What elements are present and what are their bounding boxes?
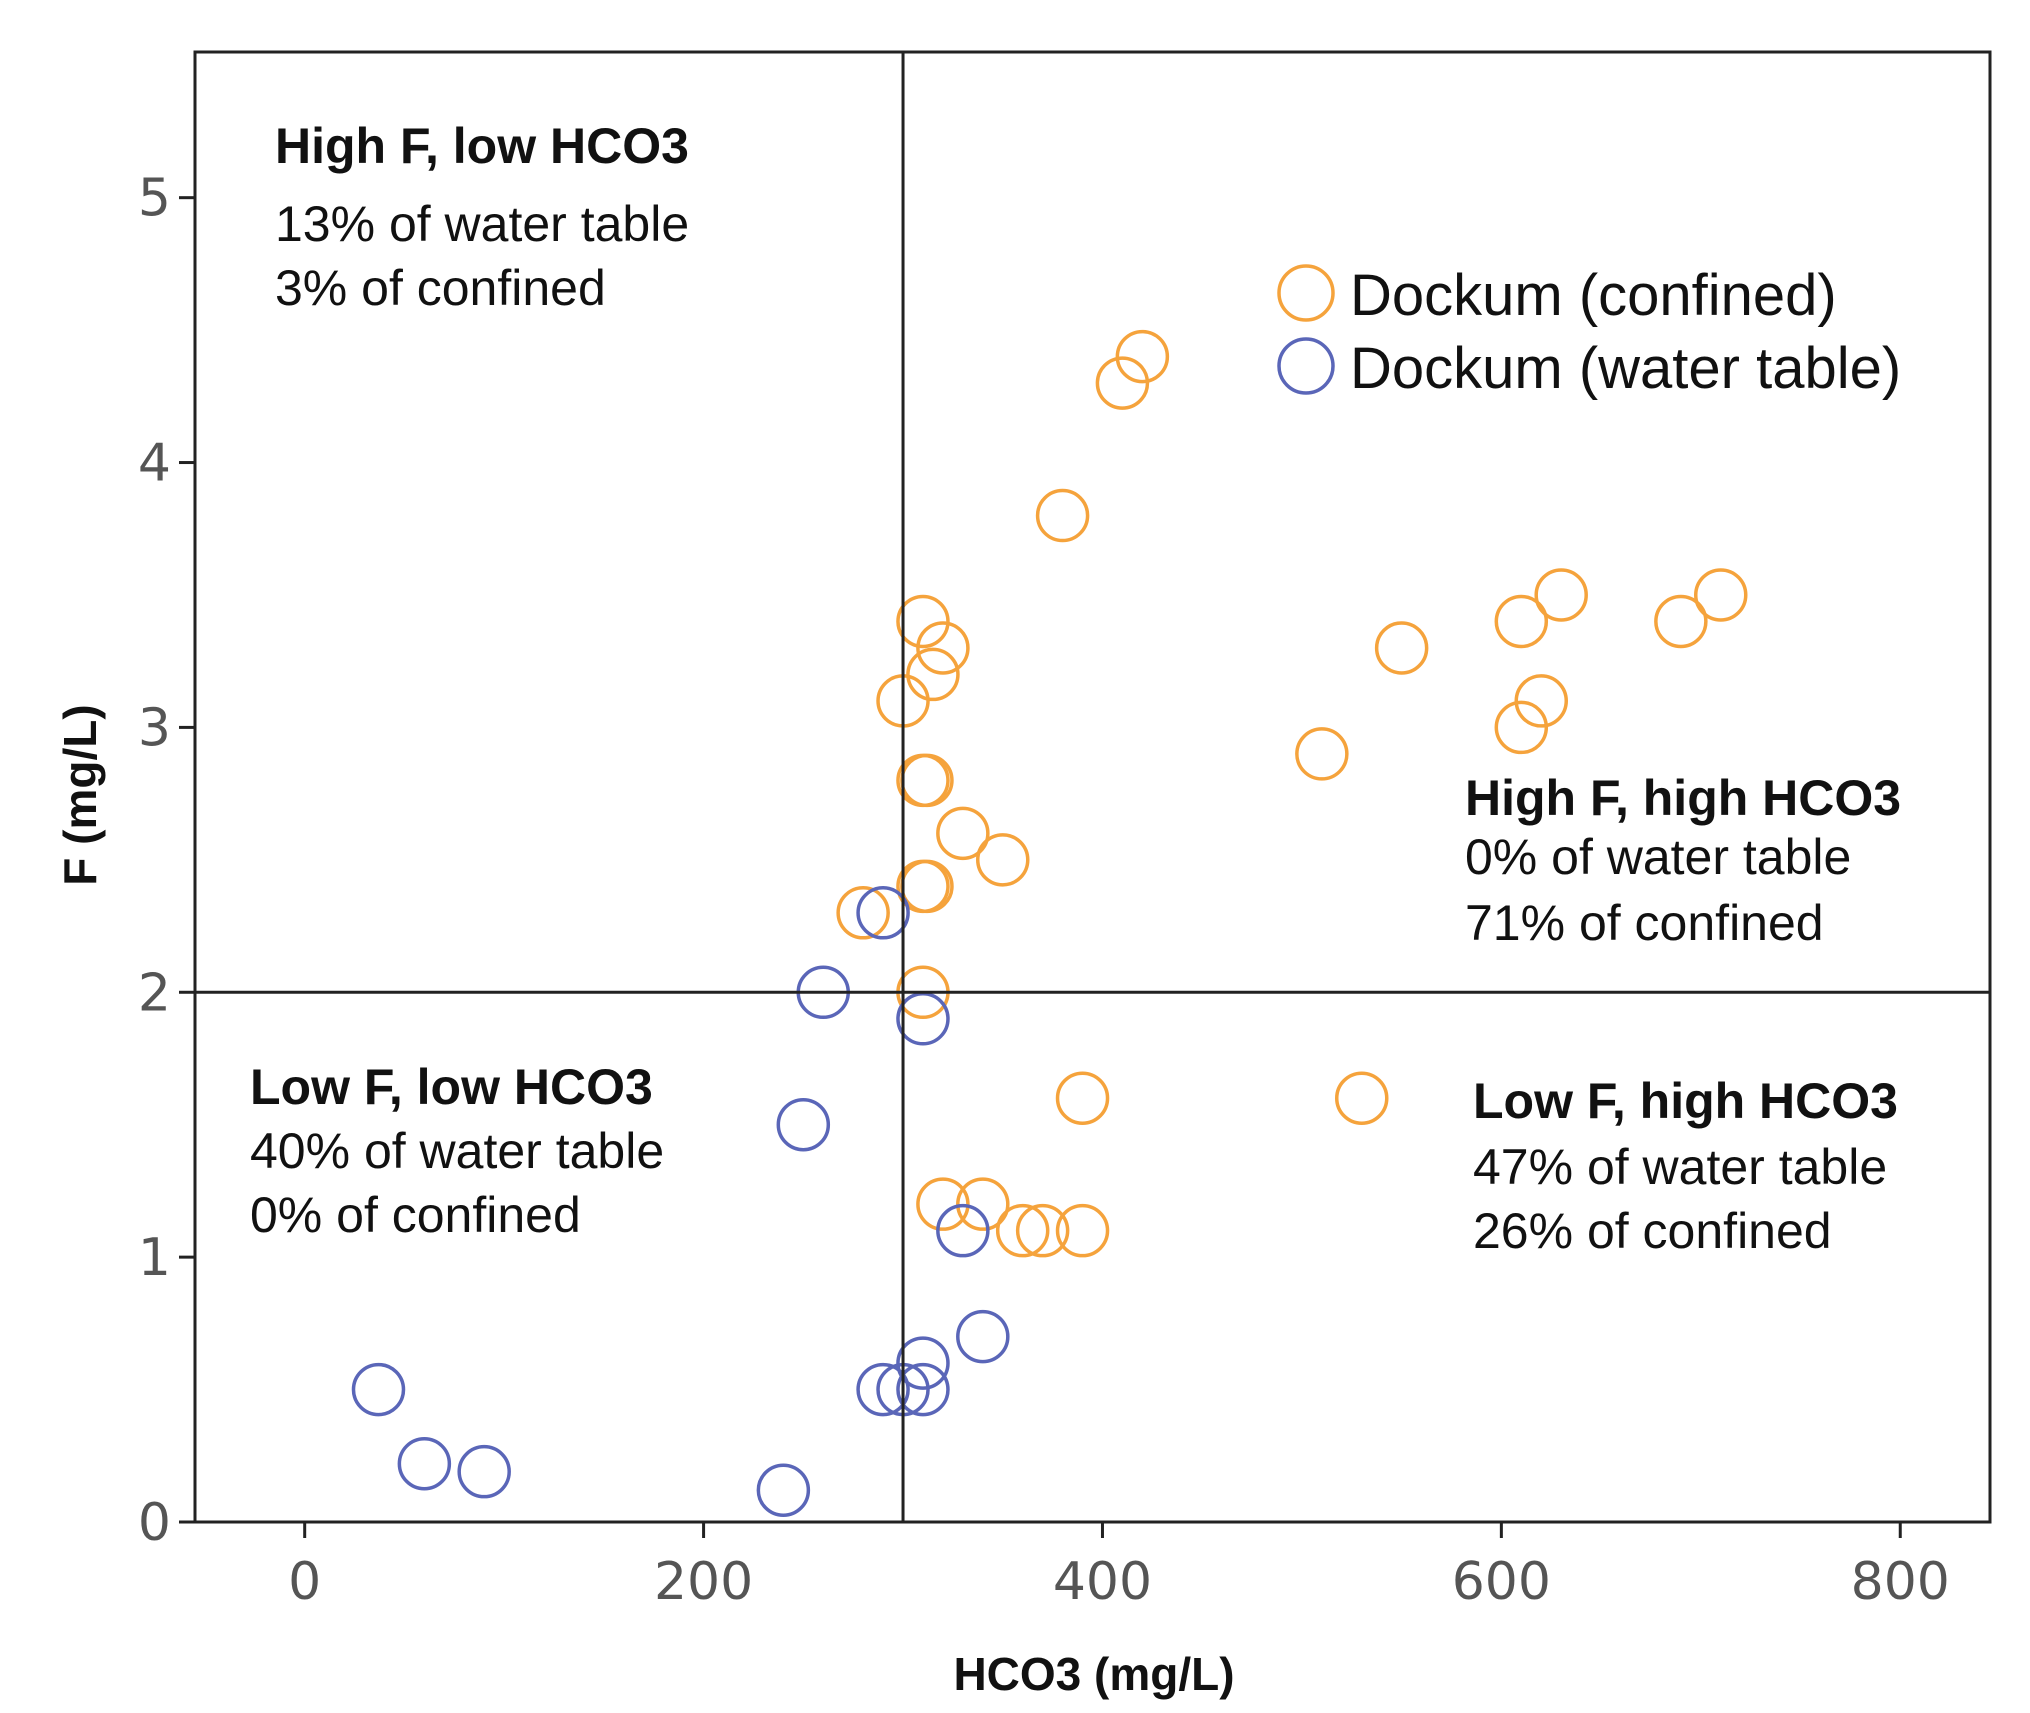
legend-marker-water-table — [1277, 337, 1335, 395]
annotation-top-right-line-1: 0% of water table — [1465, 829, 1851, 885]
y-tick-label: 0 — [138, 1493, 171, 1553]
water-table-point — [896, 1336, 950, 1390]
water-table-point — [956, 1309, 1010, 1364]
confined-point — [956, 1177, 1010, 1231]
annotation-bottom-left-line-2: 0% of confined — [250, 1187, 581, 1243]
water-table-point — [936, 1203, 990, 1258]
x-axis-title: HCO3 (mg/L) — [953, 1648, 1234, 1700]
x-tick-label: 200 — [654, 1552, 753, 1612]
confined-point — [995, 1203, 1050, 1258]
plot-frame — [193, 50, 1992, 1524]
confined-point — [1295, 727, 1349, 781]
annotation-bottom-left-line-1: 40% of water table — [250, 1123, 664, 1179]
axes-layer: 0 200 400 600 800 0 1 2 3 4 5 — [138, 50, 1992, 1612]
annotation-bottom-right-line-1: 47% of water table — [1473, 1139, 1887, 1195]
annotation-top-left-line-1: 13% of water table — [275, 196, 689, 252]
plot-layer — [351, 329, 1748, 1517]
water-table-point — [397, 1436, 452, 1491]
annotation-top-left-title: High F, low HCO3 — [275, 118, 689, 174]
confined-point — [1494, 700, 1549, 755]
legend-marker-confined — [1277, 264, 1335, 322]
water-table-point — [856, 886, 910, 940]
annotation-top-right: High F, high HCO3 0% of water table 71% … — [1465, 770, 1901, 951]
confined-point — [1534, 568, 1588, 622]
annotation-top-left-line-2: 3% of confined — [275, 260, 606, 316]
water-table-point — [856, 1362, 910, 1417]
legend-label-water-table: Dockum (water table) — [1350, 336, 1901, 401]
water-table-point — [756, 1463, 811, 1517]
water-table-point — [776, 1097, 831, 1152]
confined-point — [1694, 568, 1748, 622]
annotation-top-right-title: High F, high HCO3 — [1465, 770, 1901, 826]
y-tick-label: 4 — [138, 434, 171, 494]
confined-point — [900, 753, 954, 808]
confined-point — [936, 806, 990, 861]
water-table-point — [896, 1362, 950, 1417]
annotation-bottom-right-line-2: 26% of confined — [1473, 1203, 1832, 1259]
confined-point — [1035, 488, 1090, 543]
legend-label-confined: Dockum (confined) — [1350, 263, 1837, 328]
annotation-bottom-right: Low F, high HCO3 47% of water table 26% … — [1473, 1073, 1898, 1259]
confined-point — [896, 753, 950, 808]
confined-point — [916, 1177, 970, 1231]
y-tick-label: 5 — [138, 169, 171, 229]
confined-point — [1115, 329, 1170, 384]
confined-point — [1055, 1071, 1110, 1125]
y-tick-label: 2 — [138, 963, 171, 1023]
x-tick-label: 600 — [1452, 1552, 1551, 1612]
confined-point — [896, 594, 950, 649]
confined-point — [906, 647, 960, 702]
confined-point — [916, 621, 970, 675]
confined-point — [1335, 1071, 1389, 1125]
confined-point — [1095, 356, 1150, 410]
annotation-top-left: High F, low HCO3 13% of water table 3% o… — [275, 118, 689, 316]
confined-point — [1015, 1203, 1070, 1258]
annotation-bottom-left-title: Low F, low HCO3 — [250, 1059, 653, 1115]
confined-point — [1514, 674, 1568, 728]
annotation-top-right-line-2: 71% of confined — [1465, 895, 1824, 951]
annotation-bottom-right-title: Low F, high HCO3 — [1473, 1073, 1898, 1129]
confined-point — [1494, 594, 1549, 649]
confined-point — [1374, 621, 1429, 675]
x-tick-label: 800 — [1851, 1552, 1950, 1612]
x-tick-label: 400 — [1053, 1552, 1152, 1612]
water-table-point — [457, 1444, 511, 1499]
confined-point — [1055, 1203, 1110, 1258]
y-axis-title: F (mg/L) — [54, 704, 106, 885]
annotation-bottom-left: Low F, low HCO3 40% of water table 0% of… — [250, 1059, 664, 1243]
x-tick-label: 0 — [288, 1552, 321, 1612]
confined-point — [976, 833, 1030, 887]
y-tick-label: 1 — [138, 1228, 171, 1288]
water-table-point — [351, 1362, 406, 1417]
confined-point — [836, 886, 890, 940]
confined-point — [900, 859, 954, 914]
y-tick-label: 3 — [138, 698, 171, 758]
legend: Dockum (confined) Dockum (water table) — [1277, 263, 1901, 401]
confined-point — [1654, 594, 1708, 649]
